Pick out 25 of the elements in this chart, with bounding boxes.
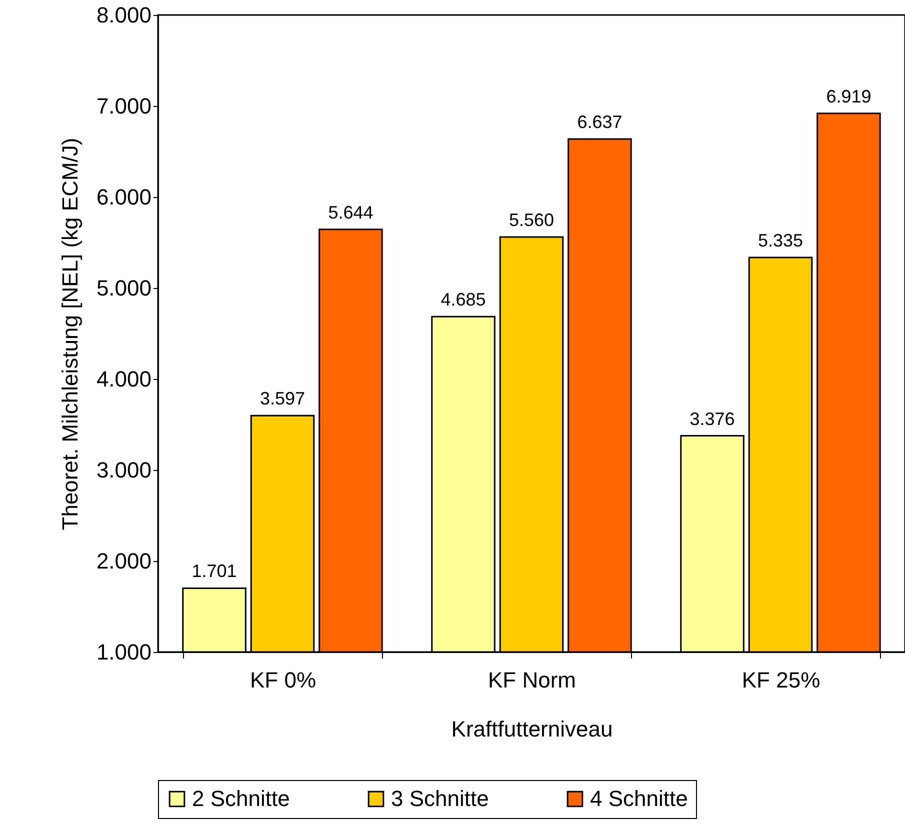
data-label: 3.376 [690, 408, 735, 429]
data-label: 5.560 [508, 210, 554, 230]
y-tick-label: 3.000 [96, 458, 152, 482]
x-tick-label: KF 0% [250, 668, 316, 692]
y-tick-label: 4.000 [96, 366, 152, 392]
y-tick-label: 1.000 [96, 640, 152, 664]
data-label: 1.701 [192, 561, 237, 582]
y-tick-label: 7.000 [96, 94, 152, 118]
data-label: 6.919 [826, 86, 872, 106]
legend-label: 3 Schnitte [391, 786, 489, 811]
legend-label: 4 Schnitte [590, 786, 688, 811]
data-label: 4.685 [440, 290, 486, 310]
legend-label: 2 Schnitte [192, 786, 290, 811]
x-tick-label: KF Norm [488, 668, 576, 692]
data-label: 3.597 [260, 388, 306, 409]
y-tick-label: 8.000 [96, 2, 152, 28]
x-axis-title: Kraftfutterniveau [451, 716, 613, 742]
data-label: 6.637 [577, 112, 622, 132]
y-tick-label: 5.000 [96, 276, 152, 300]
x-tick-label: KF 25% [742, 668, 820, 692]
data-label: 5.335 [758, 230, 804, 251]
data-label: 5.644 [328, 202, 374, 222]
y-tick-label: 2.000 [96, 548, 152, 574]
y-tick-label: 6.000 [96, 184, 152, 210]
y-axis-title: Theoret. Milchleistung [NEL] (kg ECM/J) [57, 138, 82, 530]
